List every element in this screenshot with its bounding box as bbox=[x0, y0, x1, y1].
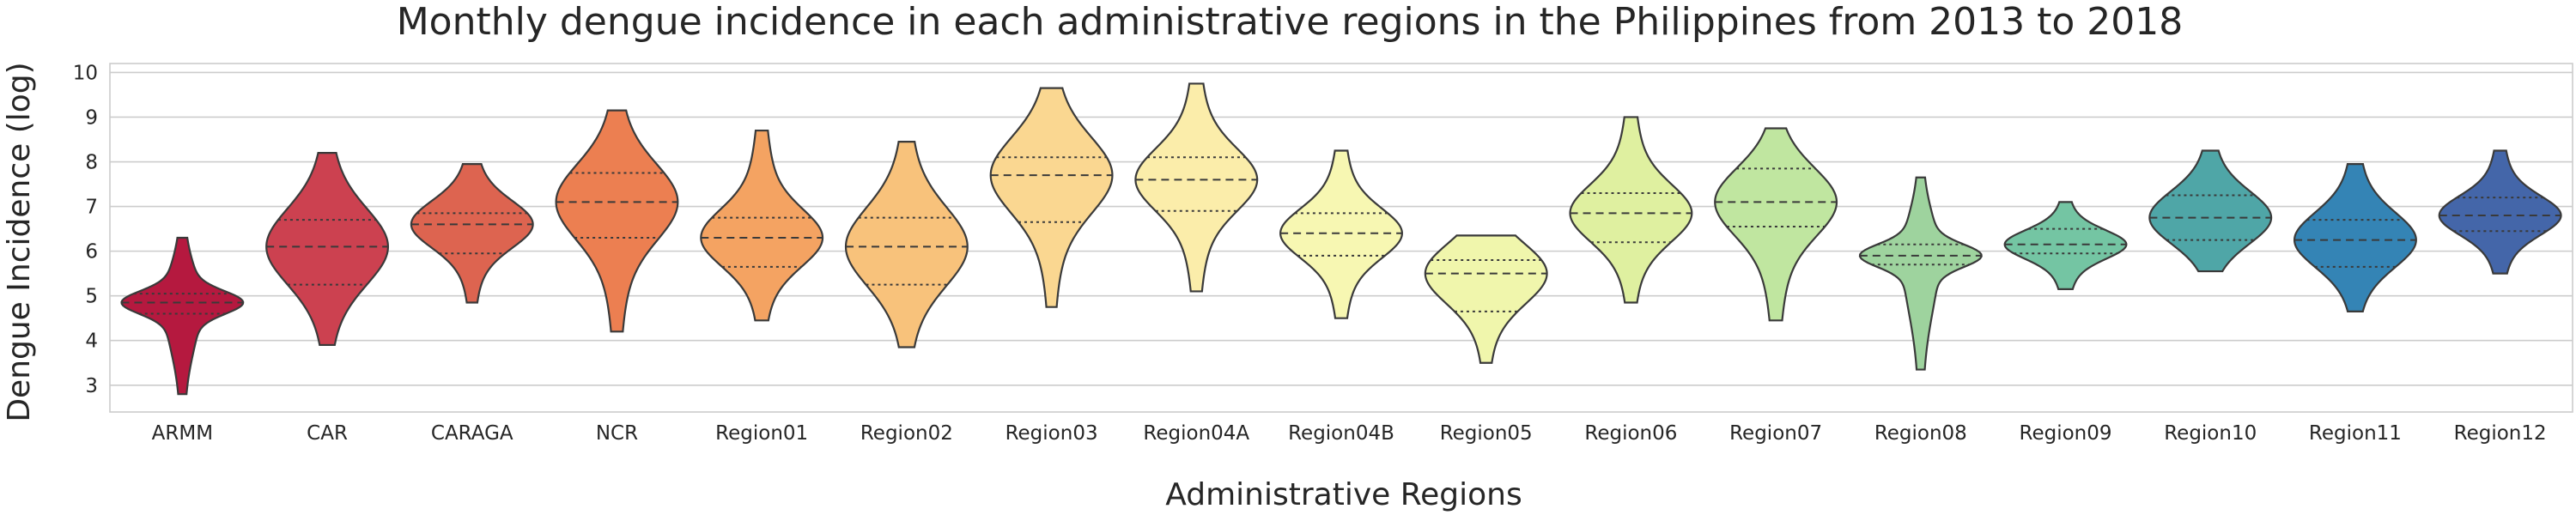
violin-Region03 bbox=[989, 87, 1114, 308]
x-tick-label: NCR bbox=[596, 422, 638, 445]
x-tick-label: Region10 bbox=[2164, 422, 2257, 445]
violin-CAR bbox=[265, 152, 390, 347]
violin-Region07 bbox=[1714, 127, 1838, 322]
y-tick-label: 5 bbox=[85, 286, 98, 308]
x-tick-label: Region03 bbox=[1005, 422, 1098, 445]
x-tick-label: Region11 bbox=[2309, 422, 2402, 445]
violin-Region06 bbox=[1569, 116, 1693, 304]
plot-area-frame bbox=[109, 63, 2573, 413]
violin-Region12 bbox=[2438, 149, 2562, 275]
violin-Region08 bbox=[1858, 176, 1983, 371]
y-tick-label: 9 bbox=[85, 106, 98, 129]
violin-Region05 bbox=[1424, 234, 1548, 364]
y-tick-label: 6 bbox=[85, 241, 98, 264]
y-tick-label: 3 bbox=[85, 375, 98, 397]
y-axis-label: Dengue Incidence (log) bbox=[2, 62, 37, 421]
x-tick-label: Region07 bbox=[1729, 422, 1822, 445]
violin-NCR bbox=[555, 109, 679, 333]
x-tick-label: Region05 bbox=[1440, 422, 1533, 445]
violins bbox=[120, 82, 2562, 396]
x-tick-label: Region04B bbox=[1288, 422, 1394, 445]
x-axis-label: Administrative Regions bbox=[1165, 477, 1522, 512]
violin-Region04B bbox=[1279, 149, 1403, 319]
violin-CARAGA bbox=[410, 163, 534, 304]
y-tick-label: 7 bbox=[85, 197, 98, 219]
x-tick-labels: ARMM CAR CARAGA NCR Region01 Region02 Region03… bbox=[152, 422, 2547, 445]
y-tick-label: 4 bbox=[85, 330, 98, 353]
violin-Region02 bbox=[844, 140, 969, 348]
chart-title: Monthly dengue incidence in each adminis… bbox=[397, 0, 2184, 44]
x-tick-label: Region01 bbox=[715, 422, 808, 445]
x-tick-label: Region06 bbox=[1584, 422, 1677, 445]
violin-Region01 bbox=[700, 129, 824, 322]
violin-Region11 bbox=[2293, 163, 2417, 312]
x-tick-label: CARAGA bbox=[431, 422, 513, 445]
x-tick-label: Region08 bbox=[1874, 422, 1967, 445]
y-tick-label: 10 bbox=[73, 62, 98, 84]
violin-ARMM bbox=[120, 236, 245, 396]
y-tick-labels: 3 4 5 6 7 8 9 10 bbox=[73, 62, 98, 397]
x-tick-label: Region12 bbox=[2454, 422, 2547, 445]
x-tick-label: Region04A bbox=[1143, 422, 1249, 445]
x-tick-label: Region02 bbox=[860, 422, 953, 445]
violin-Region04A bbox=[1134, 82, 1259, 293]
y-tick-label: 8 bbox=[85, 152, 98, 174]
violin-Region10 bbox=[2148, 149, 2273, 273]
violin-Region09 bbox=[2003, 201, 2128, 290]
x-tick-label: ARMM bbox=[152, 422, 213, 445]
x-tick-label: Region09 bbox=[2020, 422, 2112, 445]
x-tick-label: CAR bbox=[307, 422, 348, 445]
